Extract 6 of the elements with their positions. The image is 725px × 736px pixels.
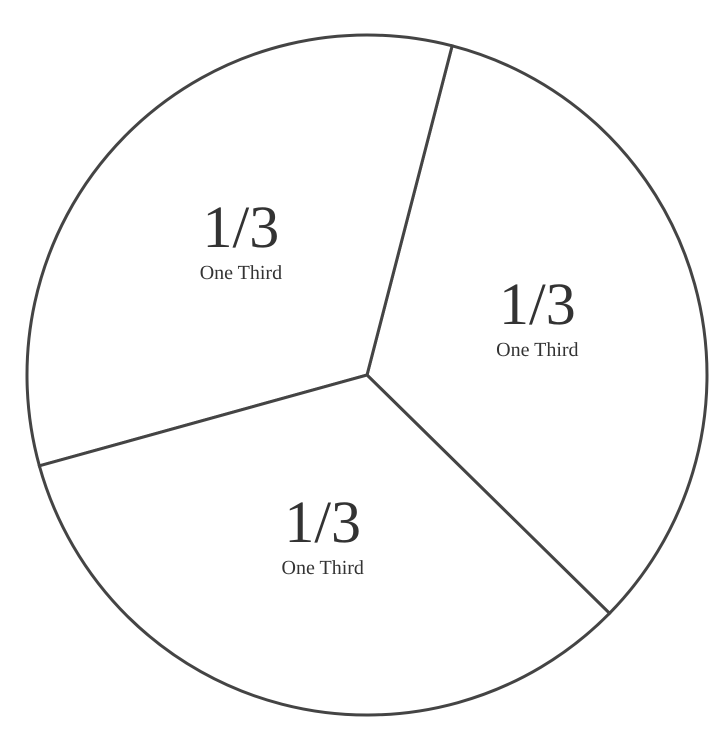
data-label: 1/3	[499, 270, 576, 337]
data-label: 1/3	[284, 489, 362, 556]
slice-label: One Third	[200, 262, 282, 284]
slice-label: One Third	[282, 557, 364, 580]
slice-label: One Third	[496, 338, 579, 361]
data-label: 1/3	[202, 194, 280, 260]
